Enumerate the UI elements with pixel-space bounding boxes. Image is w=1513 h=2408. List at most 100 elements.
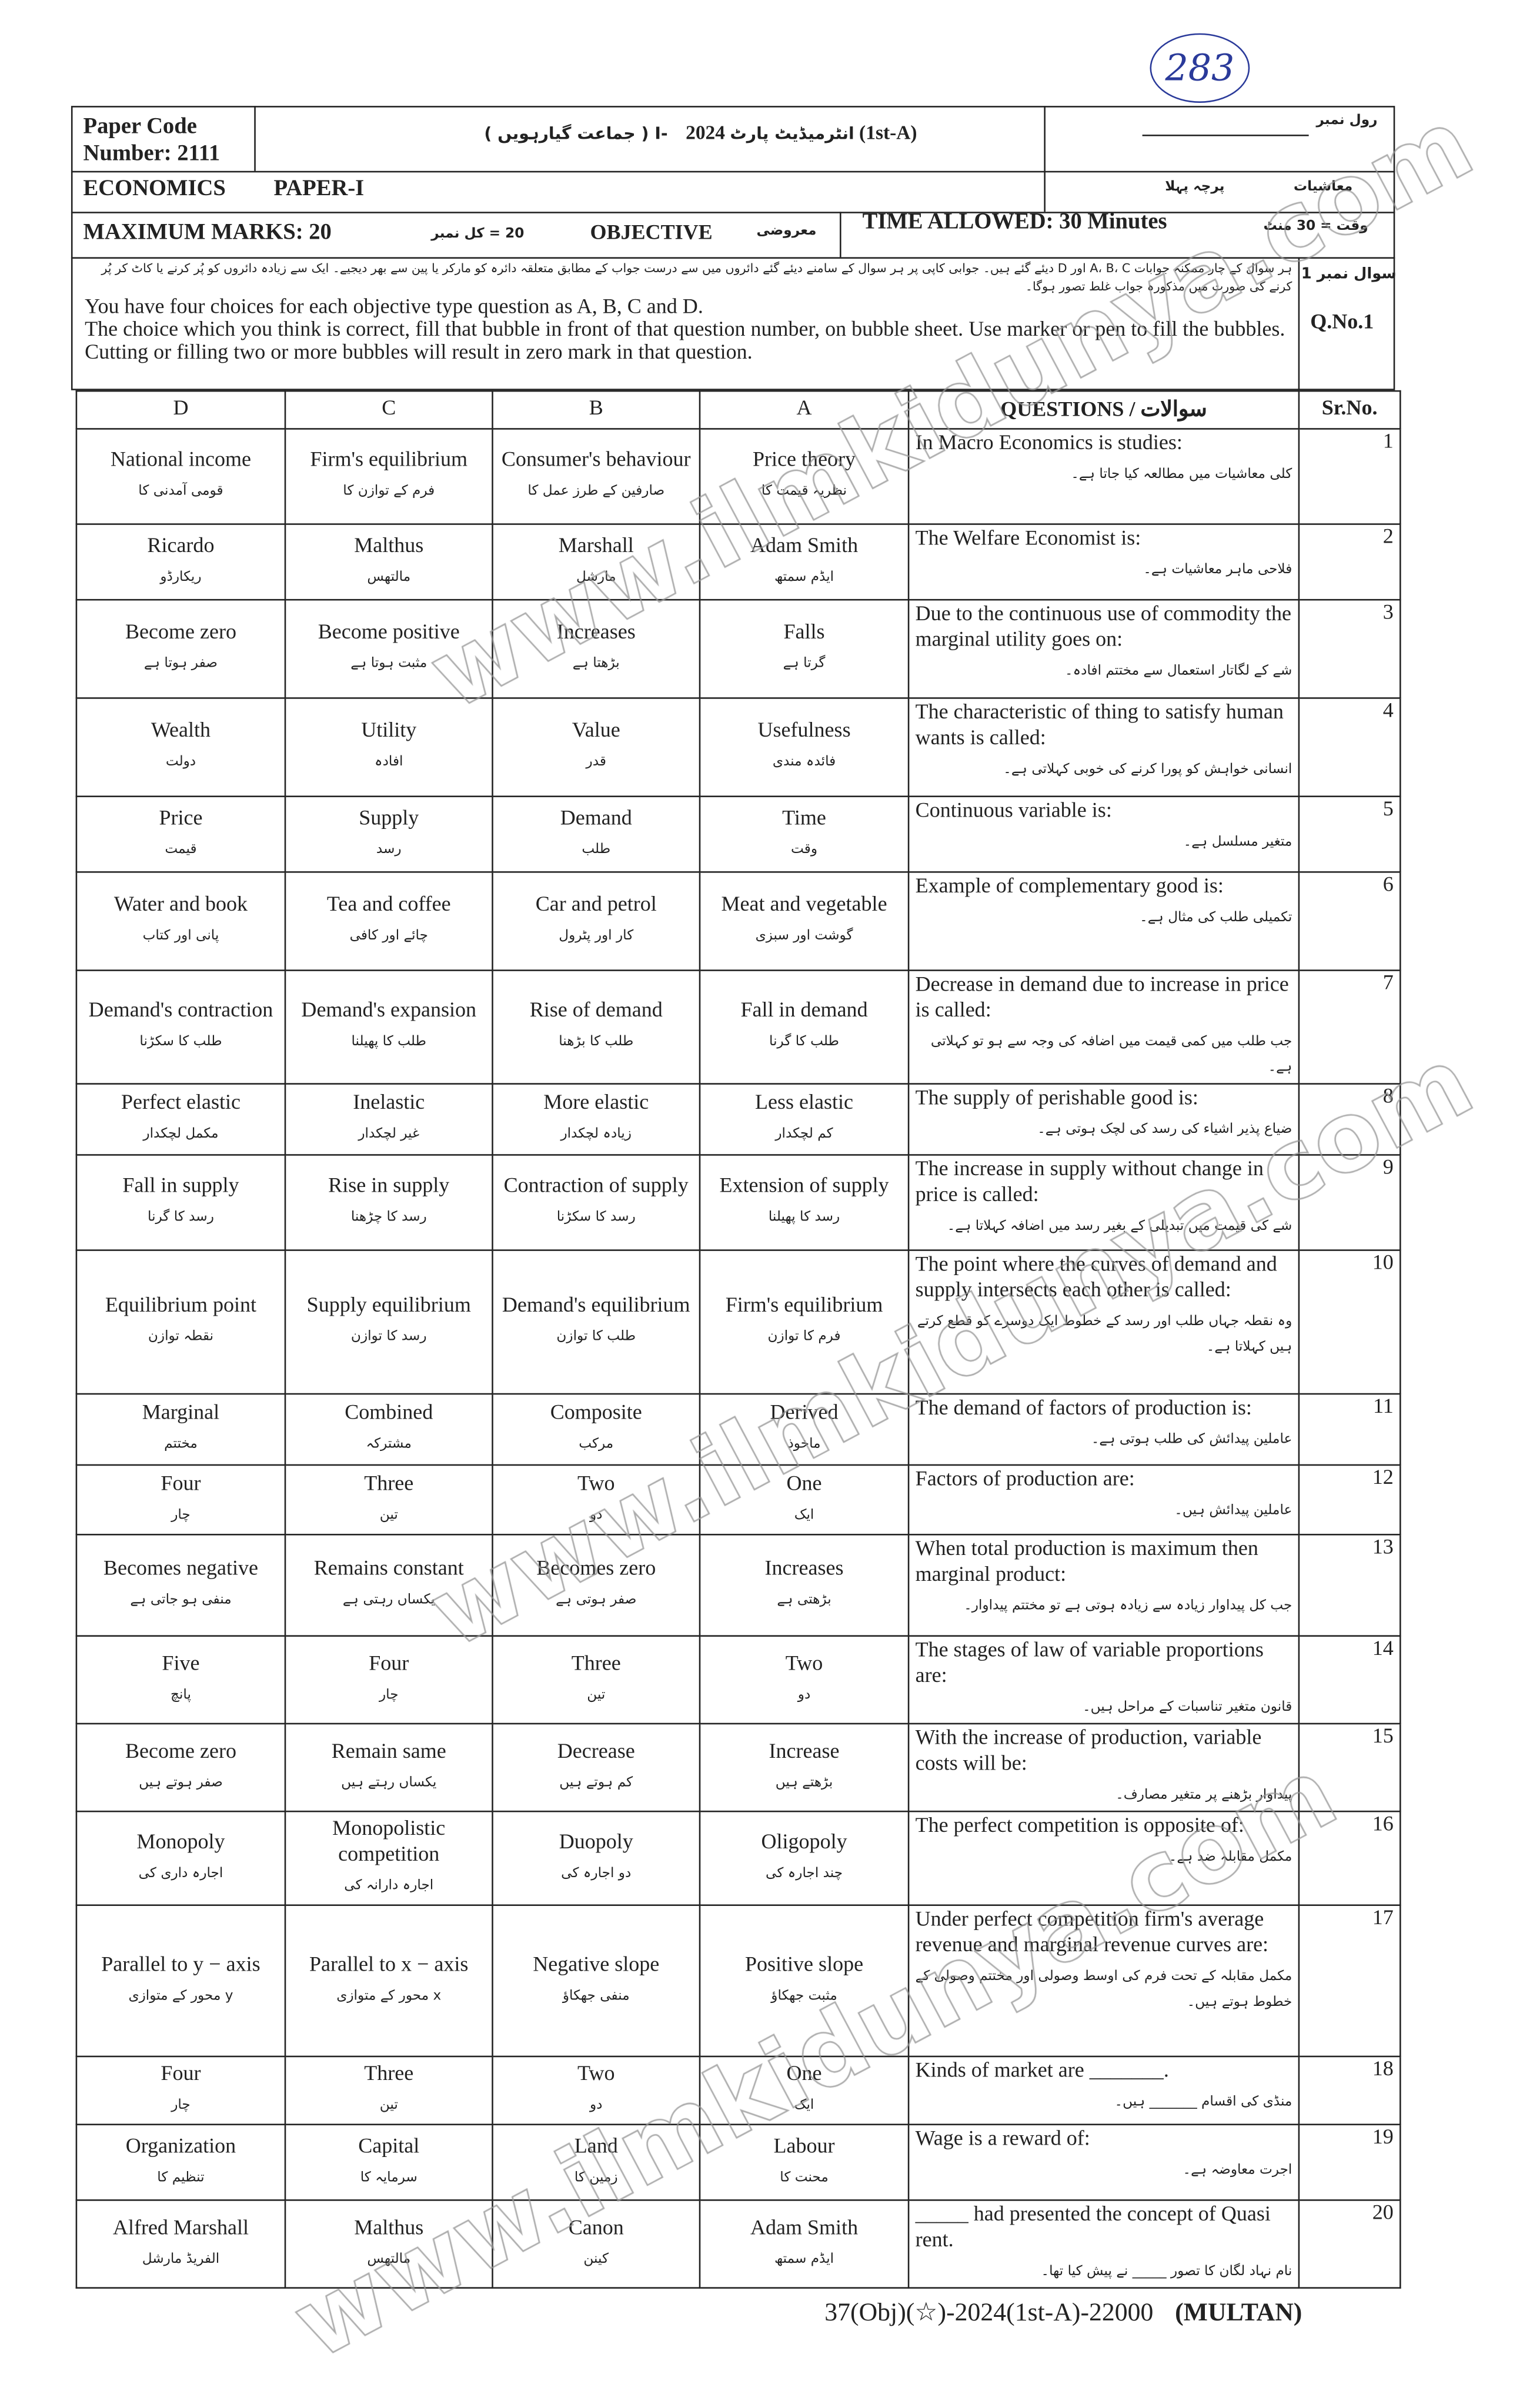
option-text-urdu: y محور کے متوازی [128, 1988, 233, 2004]
question-text: Decrease in demand due to increase in pr… [915, 974, 1289, 1023]
option-text: One [786, 2063, 822, 2086]
option-d: Equilibrium point نقطہ توازن [75, 1249, 286, 1395]
question-text-urdu: پیداوار بڑھنے پر متغیر مصارف۔ [1115, 1788, 1292, 1804]
question-text: Factors of production are: [915, 1469, 1135, 1491]
question-text-cell: Factors of production are: عاملین پیدائش … [907, 1464, 1300, 1536]
question-text: Kinds of market are _______. [915, 2060, 1169, 2083]
option-text-urdu: طلب [582, 841, 611, 857]
option-text: Composite [550, 1402, 642, 1425]
option-text-urdu: تین [379, 1507, 398, 1523]
question-text-cell: Wage is a reward of: اجرت معاوضہ ہے۔ [907, 2123, 1300, 2201]
option-text-urdu: ایک [794, 2098, 814, 2113]
question-text-urdu: قانون متغیر تناسبات کے مراحل ہیں۔ [1083, 1700, 1292, 1715]
option-text: Price theory [753, 449, 856, 472]
subject: ECONOMICS [83, 177, 226, 202]
instructions: ہر سوال کے چار ممکنہ جوابات A، B، C اور … [85, 260, 1292, 365]
option-text: Adam Smith [750, 2216, 859, 2240]
option-text: Canon [568, 2216, 624, 2240]
serial-number: 6 [1298, 871, 1401, 971]
option-text-urdu: ایک [794, 1507, 814, 1523]
option-b: Land زمین کا [492, 2123, 701, 2201]
option-text-urdu: قومی آمدنی کا [138, 484, 223, 500]
question-text: The perfect competition is opposite of: [915, 1815, 1244, 1838]
serial-number: 10 [1298, 1249, 1401, 1395]
serial-number: 18 [1298, 2055, 1401, 2126]
option-text: Organization [125, 2135, 236, 2158]
objective-urdu: معروضی [756, 223, 817, 239]
option-c: Tea and coffee چائے اور کافی [284, 871, 493, 971]
serial-number: 7 [1298, 969, 1401, 1085]
option-text-urdu: یکساں رہتی ہے [342, 1593, 435, 1608]
option-text-urdu: چار [171, 1507, 191, 1523]
option-a: Meat and vegetable گوشت اور سبزی [699, 871, 910, 971]
option-text: Three [364, 1472, 414, 1496]
option-d: Becomes negative منفی ہو جاتی ہے [75, 1534, 286, 1637]
option-text-urdu: نقطہ توازن [148, 1329, 214, 1345]
question-row: Equilibrium point نقطہ توازن Supply equili… [75, 1249, 1401, 1395]
option-text: Value [572, 720, 620, 743]
option-text: Utility [361, 720, 417, 743]
option-text: Tea and coffee [326, 894, 451, 917]
option-text: Parallel to x − axis [309, 1954, 469, 1976]
option-text: Four [161, 1472, 201, 1496]
option-text-urdu: صارفین کے طرز عمل کا [527, 484, 665, 500]
option-text: Five [162, 1653, 200, 1675]
option-text: Four [369, 1653, 409, 1675]
option-b: Negative slope منفی جھکاؤ [492, 1904, 701, 2058]
footer-board: (MULTAN) [1175, 2297, 1302, 2327]
option-text-urdu: گرتا ہے [783, 656, 826, 672]
option-text-urdu: تنظیم کا [157, 2169, 205, 2185]
question-row: Demand's contraction طلب کا سکڑنا Demand's… [75, 969, 1401, 1085]
option-text-urdu: دو اجارہ کی [561, 1865, 632, 1881]
option-c: Capital سرمایہ کا [284, 2123, 493, 2201]
option-c: Rise in supply رسد کا چڑھنا [284, 1154, 493, 1251]
option-a: Increase بڑھتے ہیں [699, 1723, 910, 1812]
option-text-urdu: اجارہ دارانہ کی [344, 1878, 434, 1894]
option-text-urdu: x محور کے متوازی [336, 1988, 442, 2004]
option-b: Three تین [492, 1635, 701, 1725]
total-marks-urdu: 20 = کل نمبر [431, 226, 525, 242]
question-row: Four چار Three تین Two دو One ایک Kinds of marke… [75, 2055, 1401, 2126]
question-text-cell: Continuous variable is: متغیر مسلسل ہے۔ [907, 795, 1300, 873]
question-text-cell: The point where the curves of demand and… [907, 1249, 1300, 1395]
question-text: The demand of factors of production is: [915, 1397, 1252, 1421]
option-text: Derived [770, 1402, 839, 1425]
table-header-row: D C B A QUESTIONS / سوالات Sr.No. [75, 390, 1401, 430]
option-c: Remain same یکساں رہتے ہیں [284, 1723, 493, 1812]
exam-title-urdu: ( جماعت گیارہویں ) I- انٹرمیڈیٹ پارٹ [484, 123, 854, 144]
option-text: National income [110, 449, 251, 472]
question-number-urdu: سوال نمبر 1 [1301, 266, 1397, 283]
option-text-urdu: چار [171, 2098, 191, 2113]
option-a: Positive slope مثبت جھکاؤ [699, 1904, 910, 2058]
question-text-urdu: فلاحی ماہر معاشیات ہے۔ [1143, 563, 1292, 578]
option-text: Usefulness [757, 720, 851, 743]
serial-number: 5 [1298, 795, 1401, 873]
option-text-urdu: فرم کے توازن کا [343, 484, 435, 500]
option-text: Fall in supply [122, 1175, 239, 1198]
option-text: Supply equilibrium [306, 1295, 471, 1318]
option-text: Decrease [557, 1740, 635, 1763]
option-d: Parallel to y − axis y محور کے متوازی [75, 1904, 286, 2058]
option-text-urdu: مختتم [164, 1437, 198, 1453]
question-row: Become zero صفر ہوتا ہے Become positive مثب… [75, 598, 1401, 699]
option-d: Four چار [75, 2055, 286, 2126]
subject-urdu: معاشیات [1293, 180, 1353, 195]
option-text: Time [782, 807, 826, 830]
option-text-urdu: سرمایہ کا [360, 2169, 418, 2185]
option-d: National income قومی آمدنی کا [75, 428, 286, 525]
option-text: Parallel to y − axis [101, 1954, 260, 1976]
option-d: Four چار [75, 1464, 286, 1536]
question-row: Monopoly اجارہ داری کی Monopolistic compet… [75, 1810, 1401, 1906]
option-a: Increases بڑھتی ہے [699, 1534, 910, 1637]
option-text: Monopoly [136, 1831, 225, 1854]
option-text: Remains constant [313, 1558, 464, 1581]
column-header-d: D [75, 390, 286, 430]
option-c: Supply رسد [284, 795, 493, 873]
serial-number: 3 [1298, 598, 1401, 699]
time-urdu: وقت = 30 منٹ [1263, 219, 1368, 235]
roll-number-field[interactable] [1142, 133, 1309, 136]
option-text-urdu: فائدہ مندی [772, 754, 836, 770]
question-text-cell: The increase in supply without change in… [907, 1154, 1300, 1251]
option-text: Becomes negative [103, 1558, 259, 1581]
question-text-urdu: شے کی قیمت میں تبدیلی کے بغیر رسد میں اض… [947, 1219, 1292, 1235]
